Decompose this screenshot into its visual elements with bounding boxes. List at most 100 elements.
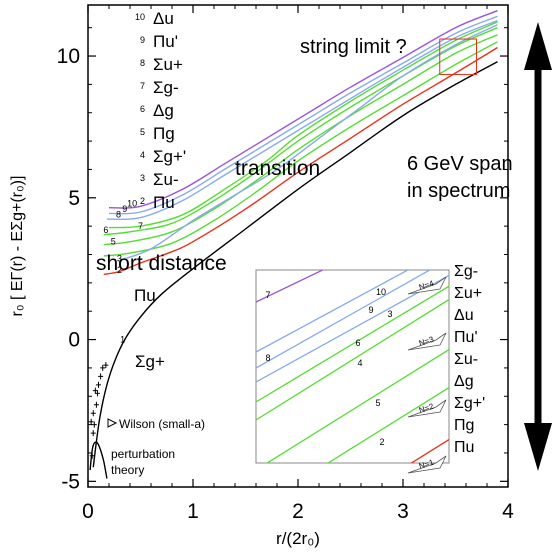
series-line <box>108 21 498 229</box>
inset-state-label: Δg <box>454 373 474 390</box>
perturbation-curve <box>89 441 108 479</box>
span-arrow <box>524 22 552 471</box>
curve-number-label: 5 <box>111 237 116 247</box>
series-line <box>108 10 498 209</box>
lattice-point <box>90 410 96 417</box>
state-list-number: 9 <box>140 35 145 45</box>
series-line <box>103 34 498 246</box>
inset-state-label: Πu <box>454 439 474 456</box>
series-line <box>103 27 498 236</box>
curve-number-label: 9 <box>122 204 127 214</box>
inset-curve <box>256 270 325 303</box>
inset-curve <box>256 270 410 353</box>
lattice-point <box>88 418 94 425</box>
state-list-number: 2 <box>140 196 145 206</box>
inset-curve-number: 9 <box>368 305 373 315</box>
x-tick-label: 2 <box>292 500 304 523</box>
state-list-number: 3 <box>140 173 145 183</box>
label-sigma-g-plus: Σg+ <box>135 352 165 371</box>
inset-state-label: Πu' <box>454 329 478 346</box>
inset-curve-number: 3 <box>387 309 392 319</box>
inset-curve <box>410 439 449 463</box>
lattice-point <box>96 381 101 388</box>
x-axis-title: r/(2r₀) <box>276 529 320 548</box>
inset-curve-number: 8 <box>265 353 270 363</box>
state-list-name: Σu- <box>153 170 179 189</box>
label-pi-u: Πu <box>134 286 156 305</box>
curve-number-label: 8 <box>116 210 121 220</box>
series-line <box>92 61 498 468</box>
lattice-point <box>89 452 95 459</box>
curve-number-label: 6 <box>103 225 108 235</box>
inset-state-label: Σu+ <box>454 285 482 302</box>
state-list-name: Σu+ <box>153 55 183 74</box>
y-tick-label: 0 <box>68 329 80 352</box>
series-line <box>119 24 498 261</box>
inset-arrow-icon <box>407 399 447 418</box>
inset-curve <box>256 270 432 369</box>
inset-curve-number: 5 <box>375 398 380 408</box>
curve-number-label: 2 <box>117 265 122 275</box>
annotation-theory: theory <box>111 463 144 477</box>
curves-group <box>89 10 498 479</box>
lattice-point <box>91 421 97 428</box>
state-list-name: Πg <box>153 124 175 143</box>
curve-number-label: 10 <box>127 198 137 208</box>
inset-curve-number: 6 <box>355 338 360 348</box>
curve-number-label: 1 <box>120 334 125 344</box>
y-axis-title: r₀ [ EΓ(r) - EΣg+(r₀)] <box>9 176 26 317</box>
state-list-number: 7 <box>140 81 145 91</box>
annotation-wilson: Wilson (small-a) <box>119 417 205 431</box>
annotation-short-distance: short distance <box>96 252 227 275</box>
span-arrow-head-top <box>524 22 552 70</box>
inset-state-label: Πg <box>454 417 474 434</box>
x-tick-label: 4 <box>502 500 514 523</box>
inset-curve <box>326 387 449 463</box>
lattice-points-group <box>88 362 109 459</box>
lattice-point <box>100 364 106 371</box>
series-line <box>106 19 498 221</box>
y-tick-label: 5 <box>68 187 80 210</box>
state-list-number: 6 <box>140 104 145 114</box>
curve-number-label: 3 <box>117 254 122 264</box>
state-list-name: Σg+' <box>153 147 186 166</box>
series-line <box>108 15 498 215</box>
inset-arrow-icon <box>407 276 447 295</box>
span-arrow-head-bottom <box>524 423 552 471</box>
inset-curve <box>265 349 449 463</box>
lattice-point <box>98 373 104 380</box>
inset-state-label: Σg+' <box>454 395 485 412</box>
state-list-number: 8 <box>140 58 145 68</box>
state-list-name: Δu <box>153 9 174 28</box>
inset-curve <box>256 274 449 383</box>
inset-arrow-icon <box>407 332 447 351</box>
wilson-arrow-icon <box>107 418 118 428</box>
y-tick-label: -5 <box>61 470 80 493</box>
annotation-perturbation: perturbation <box>111 447 175 461</box>
lattice-point <box>92 387 98 394</box>
lattice-point <box>90 430 96 437</box>
annotation-in-spectrum: in spectrum <box>407 180 510 202</box>
x-tick-label: 3 <box>397 500 409 523</box>
inset-curves <box>256 270 449 463</box>
series-line <box>103 46 498 276</box>
inset-curve <box>256 299 449 421</box>
plot-frame <box>87 4 509 488</box>
inset-frame <box>255 269 450 464</box>
annotation-gev-span: 6 GeV span <box>407 153 513 175</box>
inset-arrow-icon <box>407 455 447 474</box>
string-limit-box <box>439 38 477 75</box>
state-list-name: Δg <box>153 101 174 120</box>
inset-state-label: Δu <box>454 307 474 324</box>
state-list-number: 4 <box>140 150 145 160</box>
x-tick-label: 1 <box>187 500 199 523</box>
x-tick-label: 0 <box>82 500 94 523</box>
inset-state-label: Σu- <box>454 351 478 368</box>
inset-state-label: Σg- <box>454 263 478 280</box>
inset-curve-number: 2 <box>379 437 384 447</box>
inset-curve-number: 4 <box>357 358 362 368</box>
